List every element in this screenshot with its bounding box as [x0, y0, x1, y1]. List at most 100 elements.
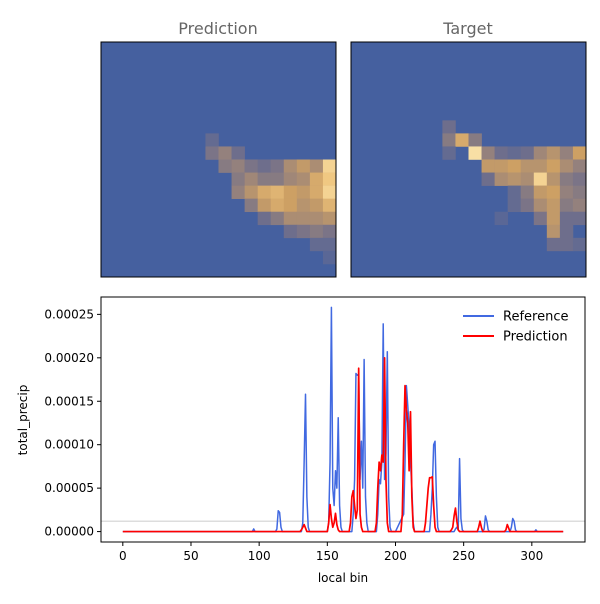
- heatmap-cell: [309, 172, 324, 186]
- heatmap-cell: [507, 159, 522, 173]
- heatmap-cell: [231, 172, 245, 186]
- heatmap-cell: [322, 224, 337, 239]
- heatmap-cell: [507, 185, 522, 199]
- heatmap-cell: [283, 159, 298, 173]
- heatmap-cell: [205, 146, 219, 160]
- heatmap-cell: [257, 211, 272, 226]
- heatmap-cell: [244, 172, 258, 186]
- heatmap-cell: [572, 146, 587, 160]
- heatmap-cell: [283, 185, 298, 199]
- heatmap-cell: [533, 159, 548, 173]
- heatmap-cell: [494, 172, 508, 186]
- heatmap-cell: [257, 185, 272, 199]
- target-panel-title: Target: [442, 19, 493, 38]
- heatmap-cell: [442, 133, 456, 147]
- heatmap-cell: [309, 198, 324, 213]
- heatmap-cell: [296, 159, 311, 173]
- x-tick-label: 200: [384, 549, 407, 563]
- heatmap-cell: [455, 133, 469, 147]
- heatmap-cell: [270, 211, 285, 226]
- heatmap-cell: [572, 172, 587, 186]
- series-line-reference: [122, 306, 564, 533]
- x-axis-label: local bin: [318, 571, 368, 585]
- heatmap-cell: [559, 198, 574, 213]
- heatmap-cell: [205, 133, 219, 147]
- heatmap-cell: [296, 211, 311, 226]
- heatmap-cell: [309, 211, 324, 226]
- heatmap-cell: [546, 146, 561, 160]
- y-tick-label: 0.00015: [44, 394, 94, 408]
- heatmap-cell: [442, 120, 456, 134]
- y-tick-label: 0.00025: [44, 307, 94, 321]
- prediction-heatmap: [100, 41, 337, 278]
- line-series-group: [101, 306, 585, 533]
- heatmap-cell: [572, 211, 587, 226]
- plot-frame: [100, 296, 586, 543]
- x-tick-label: 0: [119, 549, 127, 563]
- heatmap-cell: [494, 211, 508, 226]
- heatmap-cell: [309, 159, 324, 173]
- heatmap-cell: [546, 224, 561, 239]
- heatmap-cell: [559, 185, 574, 199]
- heatmap-cell: [546, 198, 561, 213]
- heatmap-cell: [270, 159, 285, 173]
- legend-label-reference: Reference: [503, 310, 568, 325]
- heatmap-cell: [520, 185, 535, 199]
- heatmap-cell: [244, 159, 258, 173]
- heatmap-frame: [100, 41, 337, 278]
- heatmap-cell: [572, 237, 587, 252]
- heatmap-cell: [296, 224, 311, 239]
- heatmap-cell: [244, 198, 258, 213]
- heatmap-cell: [546, 185, 561, 199]
- heatmap-cell: [546, 211, 561, 226]
- heatmap-cell: [533, 185, 548, 199]
- heatmap-cell: [270, 185, 285, 199]
- heatmap-cell: [520, 198, 535, 213]
- heatmap-cell: [507, 198, 522, 213]
- y-tick-label: 0.00005: [44, 481, 94, 495]
- y-axis-label: total_precip: [16, 385, 30, 456]
- heatmap-cell: [546, 237, 561, 252]
- heatmap-cell: [322, 237, 337, 252]
- legend: Reference Prediction: [463, 310, 568, 345]
- target-heatmap: [350, 41, 587, 278]
- legend-label-prediction: Prediction: [503, 330, 568, 345]
- heatmap-cell: [322, 159, 337, 173]
- heatmap-cell: [533, 146, 548, 160]
- heatmap-cell: [322, 198, 337, 213]
- heatmap-cell: [322, 250, 337, 265]
- x-tick-label: 100: [248, 549, 271, 563]
- y-tick-label: 0.00010: [44, 438, 94, 452]
- x-tick-label: 300: [520, 549, 543, 563]
- heatmap-cell: [546, 159, 561, 173]
- heatmap-cell: [257, 172, 272, 186]
- heatmap-cell: [559, 211, 574, 226]
- heatmap-cell: [296, 185, 311, 199]
- heatmap-cell: [283, 224, 298, 239]
- heatmap-cell: [296, 172, 311, 186]
- heatmap-cell: [559, 224, 574, 239]
- heatmap-cell: [494, 146, 508, 160]
- heatmap-cell: [442, 146, 456, 160]
- heatmap-cell: [572, 185, 587, 199]
- series-line-prediction: [122, 356, 564, 533]
- heatmap-cell: [270, 172, 285, 186]
- heatmap-frame: [350, 41, 587, 278]
- heatmap-cell: [309, 224, 324, 239]
- heatmap-cell: [231, 159, 245, 173]
- heatmap-cell: [520, 172, 535, 186]
- heatmap-cell: [283, 211, 298, 226]
- heatmap-cell: [283, 172, 298, 186]
- heatmap-cell: [507, 146, 522, 160]
- heatmap-cell: [533, 172, 548, 186]
- heatmap-cell: [481, 146, 495, 160]
- heatmap-cell: [533, 198, 548, 213]
- heatmap-cell: [520, 159, 535, 173]
- line-chart: 0 50 100 150 200 250 300 0.00000 0.00005 0.00010…: [16, 296, 586, 585]
- x-tick-label: 250: [452, 549, 475, 563]
- heatmap-cell: [270, 198, 285, 213]
- heatmap-cell: [468, 146, 482, 160]
- heatmap-cell: [231, 146, 245, 160]
